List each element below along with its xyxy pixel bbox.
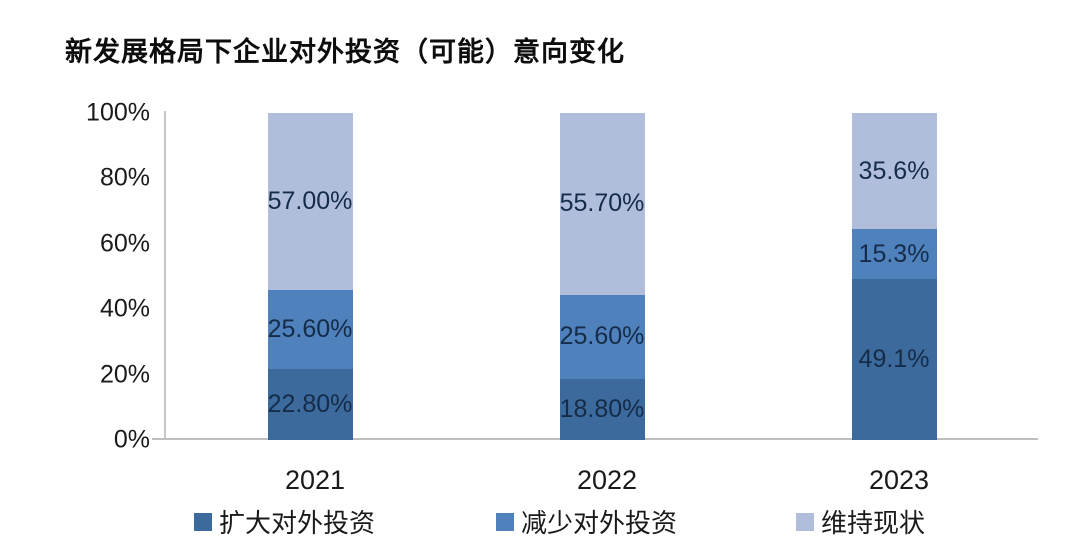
legend-swatch-icon	[496, 512, 514, 531]
y-tick-label: 80%	[99, 163, 150, 192]
bar-segment: 35.6%	[851, 113, 937, 230]
y-axis-line	[164, 111, 166, 440]
bar-segment: 49.1%	[851, 279, 937, 440]
x-axis-category-label: 2022	[576, 465, 638, 495]
y-tick-label: 40%	[99, 294, 150, 323]
legend-item: 维持现状	[796, 503, 925, 540]
y-tick-label: 20%	[99, 360, 150, 389]
bar-segment-value-label: 55.70%	[559, 189, 645, 218]
bar-segment: 15.3%	[851, 229, 937, 280]
bar-segment-value-label: 22.80%	[267, 390, 353, 419]
legend-swatch-icon	[194, 512, 212, 531]
chart-title: 新发展格局下企业对外投资（可能）意向变化	[65, 37, 625, 67]
legend-label: 维持现状	[821, 508, 926, 538]
legend-label: 扩大对外投资	[219, 508, 376, 538]
legend-item: 扩大对外投资	[194, 503, 375, 540]
y-tick-label: 0%	[113, 425, 150, 454]
legend-item: 减少对外投资	[496, 503, 677, 540]
x-axis-category-label: 2021	[284, 465, 346, 495]
x-axis-category-label: 2023	[868, 465, 930, 495]
bar-segment: 18.80%	[559, 378, 645, 440]
bar-segment-value-label: 49.1%	[858, 345, 930, 374]
y-tick-label: 60%	[99, 229, 150, 258]
y-tick-label: 100%	[86, 98, 150, 127]
bar-segment: 25.60%	[267, 289, 353, 370]
legend-swatch-icon	[796, 512, 814, 531]
bar-segment-value-label: 18.80%	[559, 394, 645, 423]
legend-label: 减少对外投资	[521, 508, 678, 538]
bar-segment-value-label: 35.6%	[858, 156, 930, 185]
bar-segment-value-label: 25.60%	[559, 322, 645, 351]
bar-segment: 57.00%	[267, 113, 353, 290]
bar-segment: 25.60%	[559, 294, 645, 379]
bar-segment-value-label: 15.3%	[858, 239, 930, 268]
bar-segment: 22.80%	[267, 369, 353, 440]
bar-segment: 55.70%	[559, 113, 645, 295]
bar-segment-value-label: 57.00%	[267, 186, 353, 215]
bar-segment-value-label: 25.60%	[267, 315, 353, 344]
